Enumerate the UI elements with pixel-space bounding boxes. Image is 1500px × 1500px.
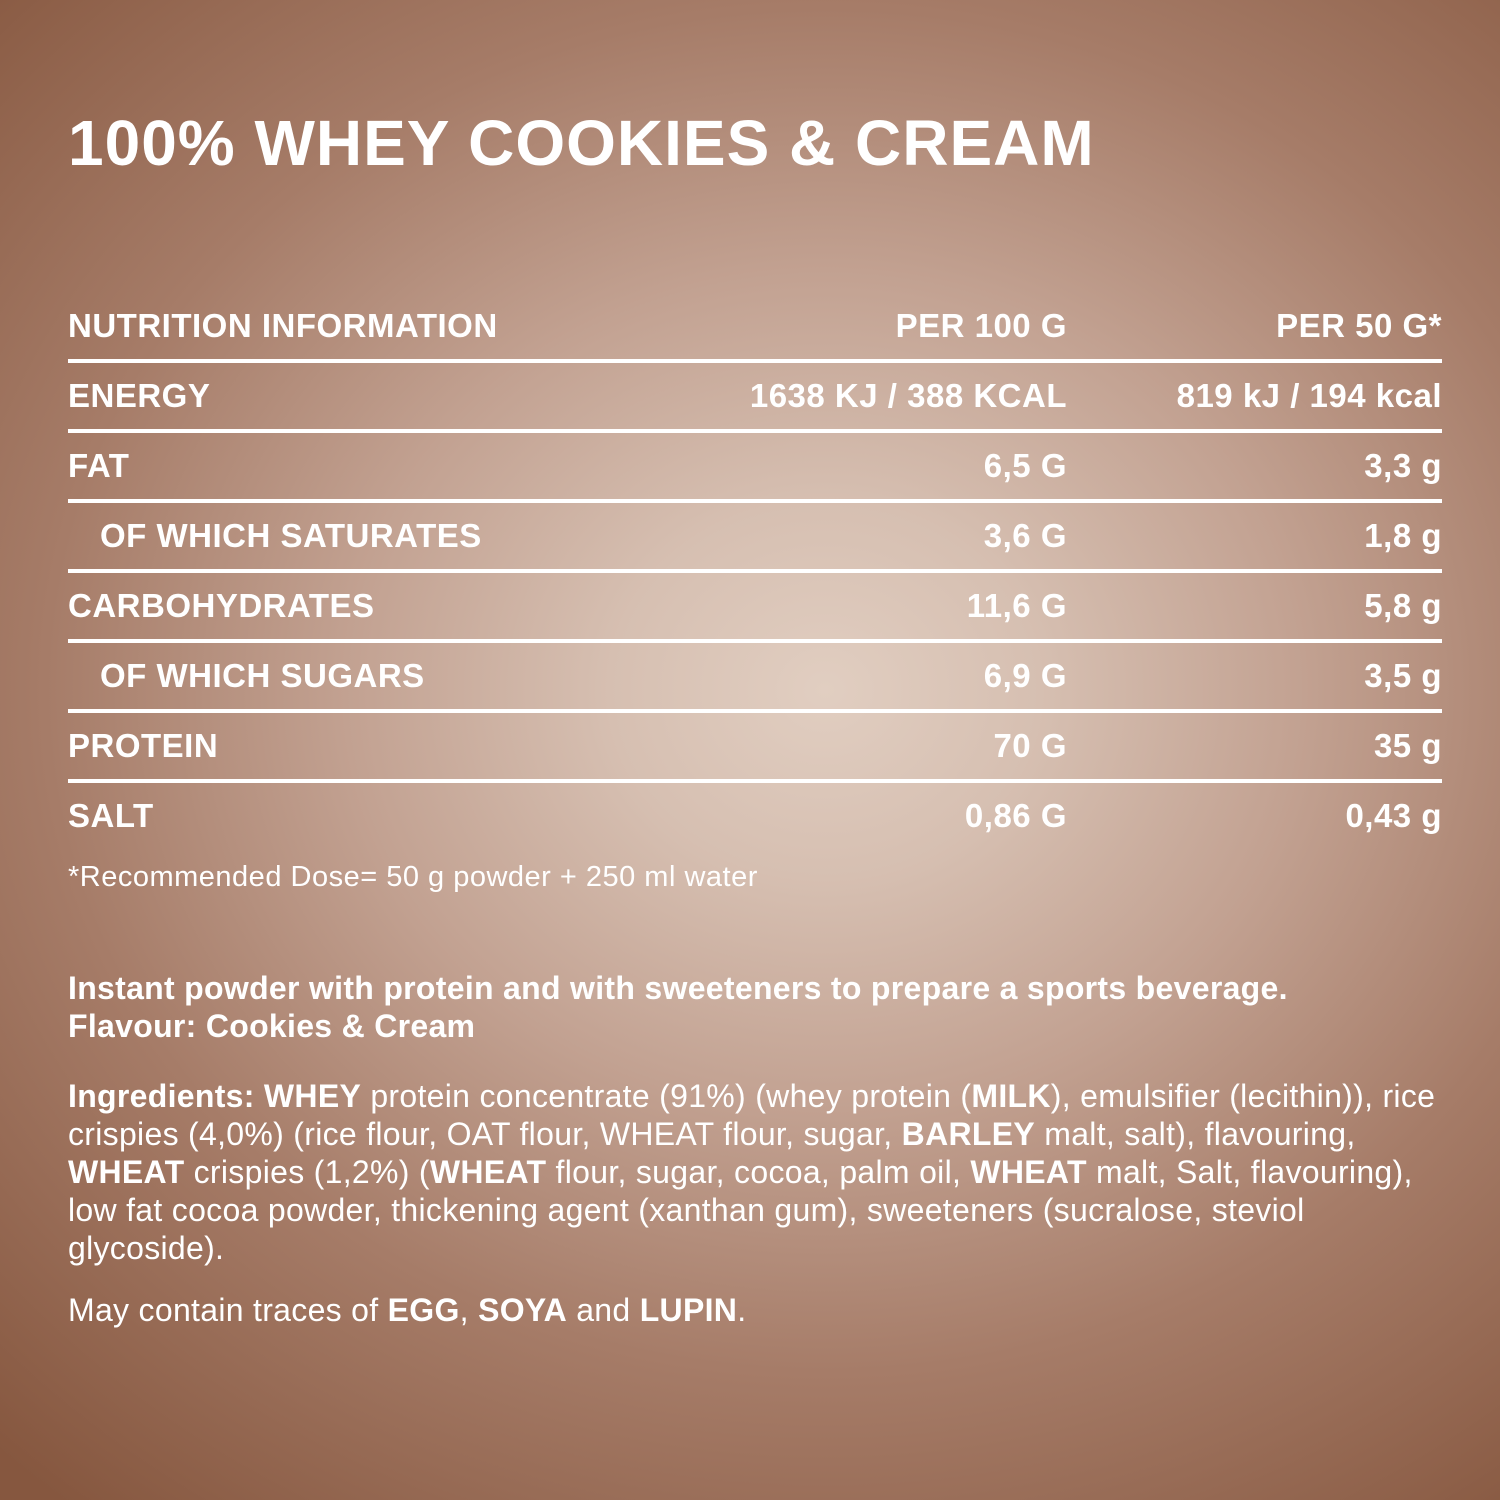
row-label: ENERGY xyxy=(68,376,211,414)
row-value-per50: 3,3 g xyxy=(1364,446,1442,484)
row-value-per50: 819 kJ / 194 kcal xyxy=(1176,376,1442,414)
header-per-100g: PER 100 G xyxy=(895,306,1067,344)
table-header-row: NUTRITION INFORMATION PER 100 G PER 50 G… xyxy=(68,293,1442,363)
row-label: PROTEIN xyxy=(68,726,219,764)
nutrition-table: NUTRITION INFORMATION PER 100 G PER 50 G… xyxy=(68,293,1442,849)
table-row-protein: PROTEIN 70 G 35 g xyxy=(68,713,1442,783)
row-value-per50: 5,8 g xyxy=(1364,586,1442,624)
recommended-dose-footnote: *Recommended Dose= 50 g powder + 250 ml … xyxy=(68,860,758,893)
row-value-per50: 1,8 g xyxy=(1364,516,1442,554)
table-row-sugars: OF WHICH SUGARS 6,9 G 3,5 g xyxy=(68,643,1442,713)
row-label: FAT xyxy=(68,446,130,484)
row-value-per50: 35 g xyxy=(1373,726,1442,764)
row-value-per100: 1638 KJ / 388 KCAL xyxy=(749,376,1067,414)
row-label: OF WHICH SUGARS xyxy=(100,656,425,694)
ingredients-paragraph: Ingredients: WHEY protein concentrate (9… xyxy=(68,1077,1436,1266)
product-description: Instant powder with protein and with swe… xyxy=(68,969,1446,1045)
row-value-per100: 70 G xyxy=(993,726,1067,764)
row-label: CARBOHYDRATES xyxy=(68,586,375,624)
row-value-per100: 6,9 G xyxy=(983,656,1067,694)
description-line-2: Flavour: Cookies & Cream xyxy=(68,1007,476,1044)
row-value-per50: 3,5 g xyxy=(1364,656,1442,694)
table-row-carbohydrates: CARBOHYDRATES 11,6 G 5,8 g xyxy=(68,573,1442,643)
description-line-1: Instant powder with protein and with swe… xyxy=(68,969,1288,1006)
row-value-per100: 11,6 G xyxy=(966,586,1067,624)
row-label: SALT xyxy=(68,796,154,834)
row-value-per100: 6,5 G xyxy=(983,446,1067,484)
table-row-saturates: OF WHICH SATURATES 3,6 G 1,8 g xyxy=(68,503,1442,573)
row-value-per50: 0,43 g xyxy=(1345,796,1442,834)
allergen-traces-paragraph: May contain traces of EGG, SOYA and LUPI… xyxy=(68,1291,747,1328)
table-row-fat: FAT 6,5 G 3,3 g xyxy=(68,433,1442,503)
table-row-salt: SALT 0,86 G 0,43 g xyxy=(68,783,1442,849)
row-label: OF WHICH SATURATES xyxy=(100,516,482,554)
row-value-per100: 3,6 G xyxy=(983,516,1067,554)
page-title: 100% WHEY COOKIES & CREAM xyxy=(68,106,1095,179)
header-per-50g: PER 50 G* xyxy=(1276,306,1442,344)
row-value-per100: 0,86 G xyxy=(964,796,1067,834)
table-row-energy: ENERGY 1638 KJ / 388 KCAL 819 kJ / 194 k… xyxy=(68,363,1442,433)
header-nutrition-information: NUTRITION INFORMATION xyxy=(68,306,498,344)
